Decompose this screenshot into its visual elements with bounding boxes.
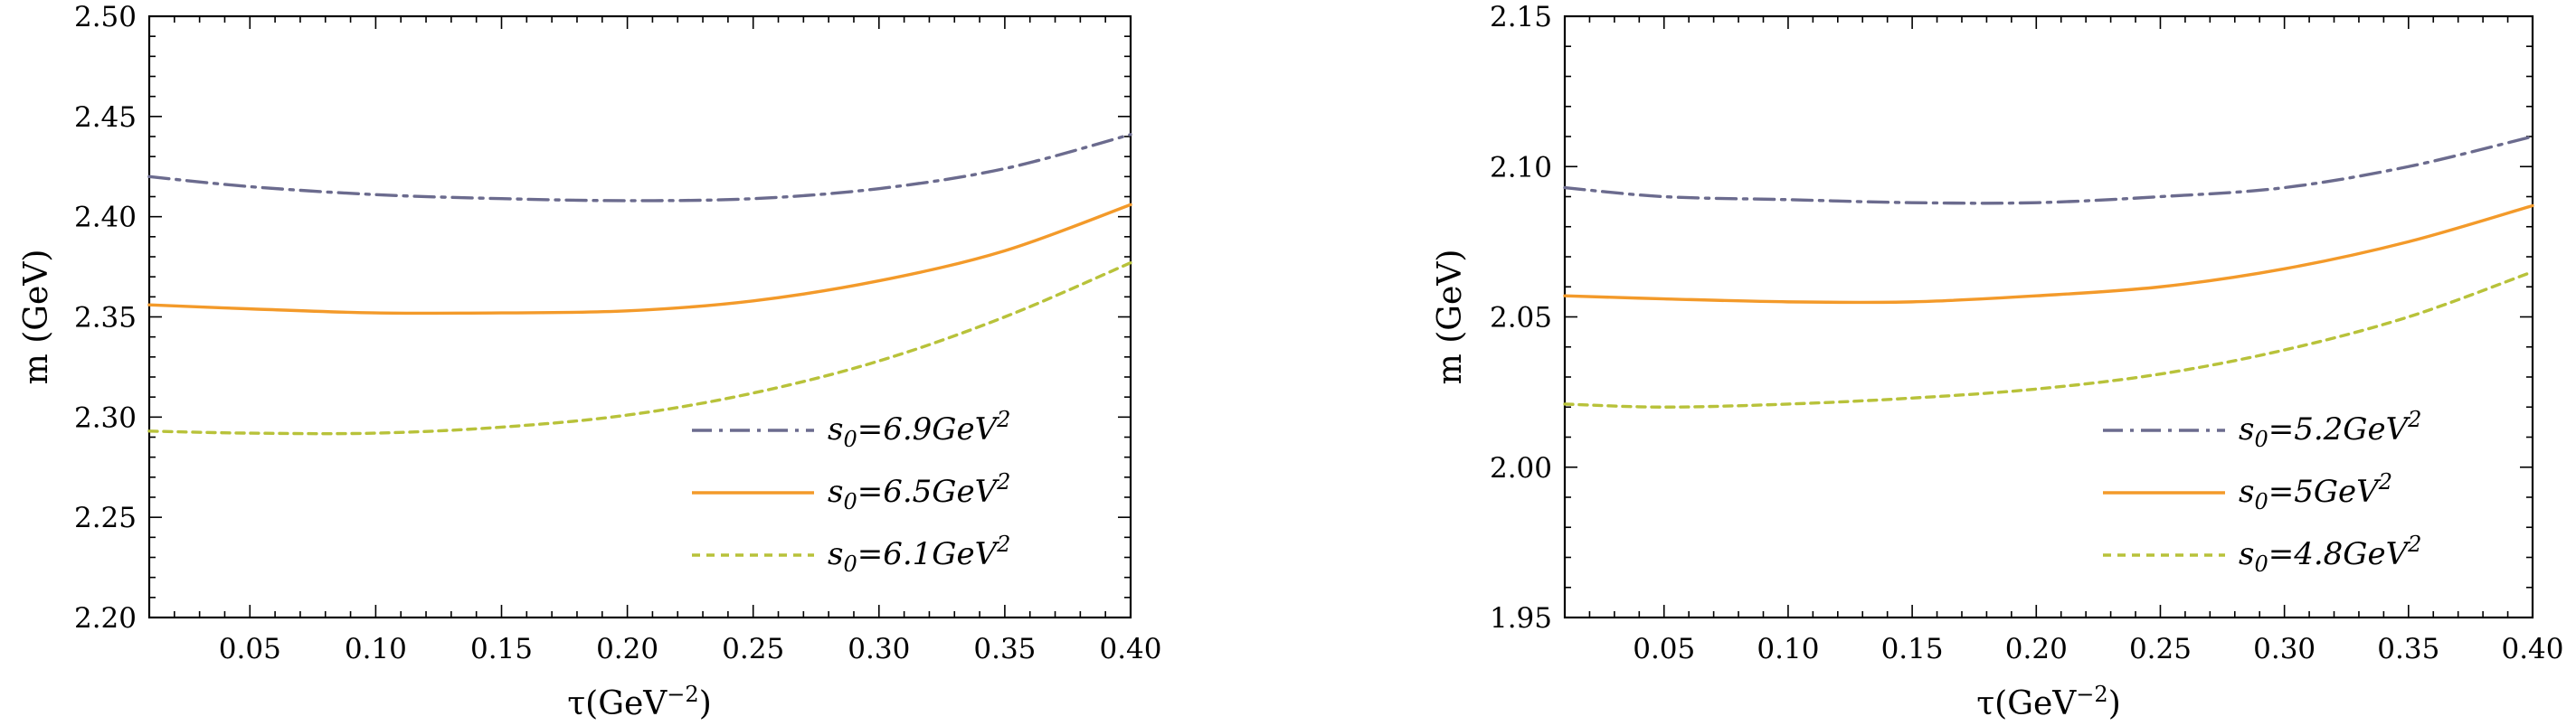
y-tick-label: 2.05 [1490,302,1552,335]
x-tick-label: 0.05 [1633,633,1695,665]
x-axis-label: τ(GeV−2) [567,682,711,722]
legend-label-1: s0=5.2GeV2 [2239,407,2421,452]
series-line-1 [1563,135,2534,205]
x-tick-label: 0.35 [2377,633,2439,665]
x-tick-label: 0.40 [1099,633,1161,665]
legend-label-3: s0=4.8GeV2 [2239,532,2421,577]
x-tick-label: 0.10 [1757,633,1819,665]
legend-label-3: s0=6.1GeV2 [828,532,1010,577]
series-line-3 [1563,269,2534,409]
legend-label-2: s0=5GeV2 [2239,469,2392,514]
y-tick-label: 2.30 [74,401,137,434]
series-line-3 [147,260,1132,436]
x-tick-label: 0.35 [973,633,1036,665]
x-tick-label: 0.20 [596,633,658,665]
x-tick-label: 0.15 [1881,633,1944,665]
legend-label-2: s0=6.5GeV2 [828,469,1010,514]
x-tick-label: 0.40 [2501,633,2563,665]
y-axis-label: m (GeV) [1432,250,1469,385]
y-tick-label: 2.40 [74,202,137,234]
x-tick-label: 0.20 [2005,633,2068,665]
x-tick-label: 0.10 [345,633,407,665]
x-tick-label: 0.25 [722,633,784,665]
y-tick-label: 1.95 [1490,602,1552,635]
chart-left: 0.05 0.10 0.15 0.20 0.25 0.30 0.35 0.40 2.20 2.25… [18,1,1162,722]
y-tick-label: 2.15 [1490,1,1552,33]
y-axis-label: m (GeV) [18,250,55,385]
legend-label-1: s0=6.9GeV2 [828,407,1010,452]
plot-frame [147,14,1132,619]
y-tick-label: 2.50 [74,1,137,33]
x-tick-label: 0.15 [470,633,533,665]
y-tick-label: 2.10 [1490,151,1552,184]
x-tick-label: 0.30 [848,633,910,665]
y-tick-label: 2.20 [74,602,137,635]
x-axis-label: τ(GeV−2) [1976,682,2120,722]
y-tick-label: 2.25 [74,502,137,534]
series-line-2 [147,203,1132,316]
y-tick-label: 2.00 [1490,452,1552,485]
chart-right: 0.05 0.10 0.15 0.20 0.25 0.30 0.35 0.40 1.95 2.00… [1432,1,2564,722]
x-tick-label: 0.05 [219,633,281,665]
y-tick-label: 2.35 [74,302,137,335]
x-tick-label: 0.25 [2129,633,2192,665]
plot-frame [1563,14,2534,619]
y-tick-label: 2.45 [74,101,137,134]
series-line-2 [1563,203,2534,305]
series-line-1 [147,133,1132,203]
x-tick-label: 0.30 [2253,633,2316,665]
